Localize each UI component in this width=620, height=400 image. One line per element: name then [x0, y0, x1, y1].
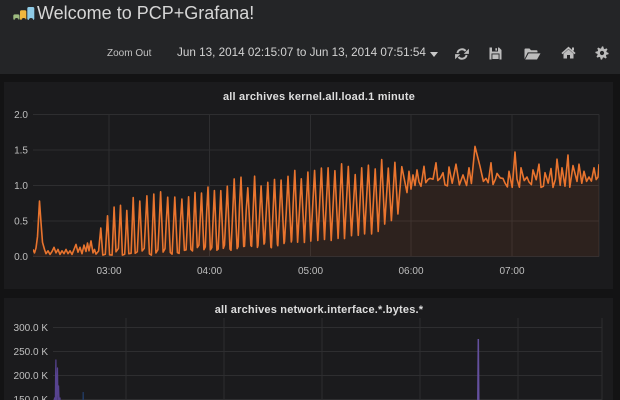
svg-text:04:00: 04:00 [197, 266, 222, 277]
svg-text:05:00: 05:00 [298, 266, 323, 277]
svg-text:03:00: 03:00 [96, 266, 121, 277]
svg-text:06:00: 06:00 [398, 266, 423, 277]
svg-text:250.0 K: 250.0 K [14, 347, 49, 358]
svg-text:200.0 K: 200.0 K [14, 371, 49, 382]
svg-text:1.0: 1.0 [14, 181, 28, 192]
svg-text:300.0 K: 300.0 K [14, 323, 49, 334]
svg-text:0.0: 0.0 [14, 252, 28, 263]
svg-text:150.0 K: 150.0 K [14, 395, 49, 400]
svg-text:07:00: 07:00 [499, 266, 524, 277]
svg-text:2.0: 2.0 [14, 110, 28, 121]
svg-text:1.5: 1.5 [14, 146, 28, 157]
svg-text:0.5: 0.5 [14, 217, 28, 228]
